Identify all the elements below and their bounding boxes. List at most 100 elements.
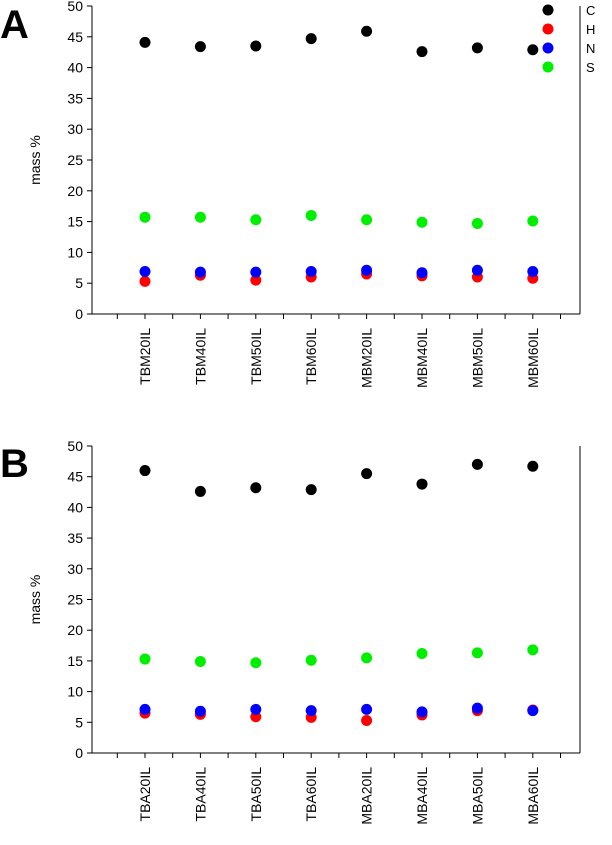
y-tick-label: 45: [67, 469, 83, 485]
category-label: MBA20IL: [359, 767, 375, 825]
point-c: [527, 44, 539, 56]
point-s: [194, 211, 206, 223]
y-axis-label: mass %: [27, 135, 43, 185]
category-label: TBM60IL: [303, 328, 319, 385]
point-s: [250, 214, 262, 226]
point-c: [139, 36, 151, 48]
category-label: MBA60IL: [525, 767, 541, 825]
y-tick-label: 15: [67, 653, 83, 669]
point-c: [250, 40, 262, 52]
point-s: [305, 209, 317, 221]
point-c: [527, 460, 539, 472]
category-label: MBM40IL: [414, 328, 430, 388]
point-c: [305, 33, 317, 45]
point-n: [416, 706, 428, 718]
legend-marker: [542, 4, 554, 16]
panel-letter: A: [0, 3, 29, 47]
point-s: [471, 217, 483, 229]
y-tick-label: 40: [67, 60, 83, 76]
y-tick-label: 0: [75, 745, 83, 761]
y-tick-label: 45: [67, 29, 83, 45]
point-s: [471, 647, 483, 659]
point-c: [139, 465, 151, 477]
point-s: [361, 652, 373, 664]
category-label: MBM20IL: [359, 328, 375, 388]
category-label: TBA50IL: [248, 767, 264, 822]
point-s: [361, 214, 373, 226]
point-n: [527, 705, 539, 717]
y-tick-label: 25: [67, 152, 83, 168]
point-c: [305, 484, 317, 496]
point-n: [527, 265, 539, 277]
point-n: [194, 705, 206, 717]
point-h: [361, 714, 373, 726]
point-n: [305, 265, 317, 277]
point-n: [305, 705, 317, 717]
y-tick-label: 30: [67, 121, 83, 137]
point-c: [471, 42, 483, 54]
category-label: MBM50IL: [469, 328, 485, 388]
y-tick-label: 10: [67, 684, 83, 700]
point-c: [250, 482, 262, 494]
point-s: [416, 216, 428, 228]
category-label: TBA20IL: [137, 767, 153, 822]
y-tick-label: 15: [67, 214, 83, 230]
point-c: [361, 468, 373, 480]
y-tick-label: 5: [75, 275, 83, 291]
point-s: [139, 211, 151, 223]
point-n: [361, 703, 373, 715]
panel-letter: B: [0, 442, 29, 486]
point-c: [416, 478, 428, 490]
legend-marker: [542, 61, 554, 73]
point-h: [250, 274, 262, 286]
point-c: [361, 25, 373, 37]
y-tick-label: 0: [75, 306, 83, 322]
point-c: [194, 485, 206, 497]
point-s: [527, 215, 539, 227]
category-label: MBA50IL: [469, 767, 485, 825]
y-tick-label: 25: [67, 592, 83, 608]
category-label: TBM50IL: [248, 328, 264, 385]
point-n: [194, 266, 206, 278]
y-tick-label: 5: [75, 714, 83, 730]
point-n: [250, 703, 262, 715]
y-tick-label: 40: [67, 499, 83, 515]
point-s: [250, 657, 262, 669]
legend-label: N: [586, 41, 596, 56]
point-c: [416, 46, 428, 58]
y-tick-label: 20: [67, 183, 83, 199]
point-s: [416, 648, 428, 660]
panel-a: A 0 5 10 15 20 25 30 35 40 45 50 mass % TBM20IL TBM40I…: [0, 0, 596, 388]
category-label: TBM20IL: [137, 328, 153, 385]
y-tick-label: 50: [67, 438, 83, 454]
legend-label: S: [586, 60, 596, 75]
point-s: [194, 656, 206, 668]
category-label: TBA40IL: [192, 767, 208, 822]
y-tick-label: 35: [67, 90, 83, 106]
y-tick-label: 20: [67, 622, 83, 638]
point-n: [139, 703, 151, 715]
point-c: [471, 458, 483, 470]
legend-marker: [542, 42, 554, 54]
point-s: [139, 653, 151, 665]
point-h: [139, 275, 151, 287]
panel-b: B 0 5 10 15 20 25 30 35 40 45 50 mass % TBA20IL TBA40I…: [0, 438, 581, 825]
y-tick-label: 30: [67, 561, 83, 577]
point-n: [471, 702, 483, 714]
legend-marker: [542, 23, 554, 35]
point-n: [471, 264, 483, 276]
y-tick-label: 50: [67, 0, 83, 14]
point-c: [194, 41, 206, 53]
point-s: [527, 644, 539, 656]
category-label: TBM40IL: [192, 328, 208, 385]
point-n: [139, 265, 151, 277]
category-label: MBM60IL: [525, 328, 541, 388]
y-tick-label: 10: [67, 244, 83, 260]
legend-label: C: [586, 3, 596, 18]
point-n: [416, 267, 428, 279]
point-n: [250, 266, 262, 278]
category-label: MBA40IL: [414, 767, 430, 825]
legend-label: H: [586, 22, 596, 37]
y-axis-label: mass %: [27, 575, 43, 625]
